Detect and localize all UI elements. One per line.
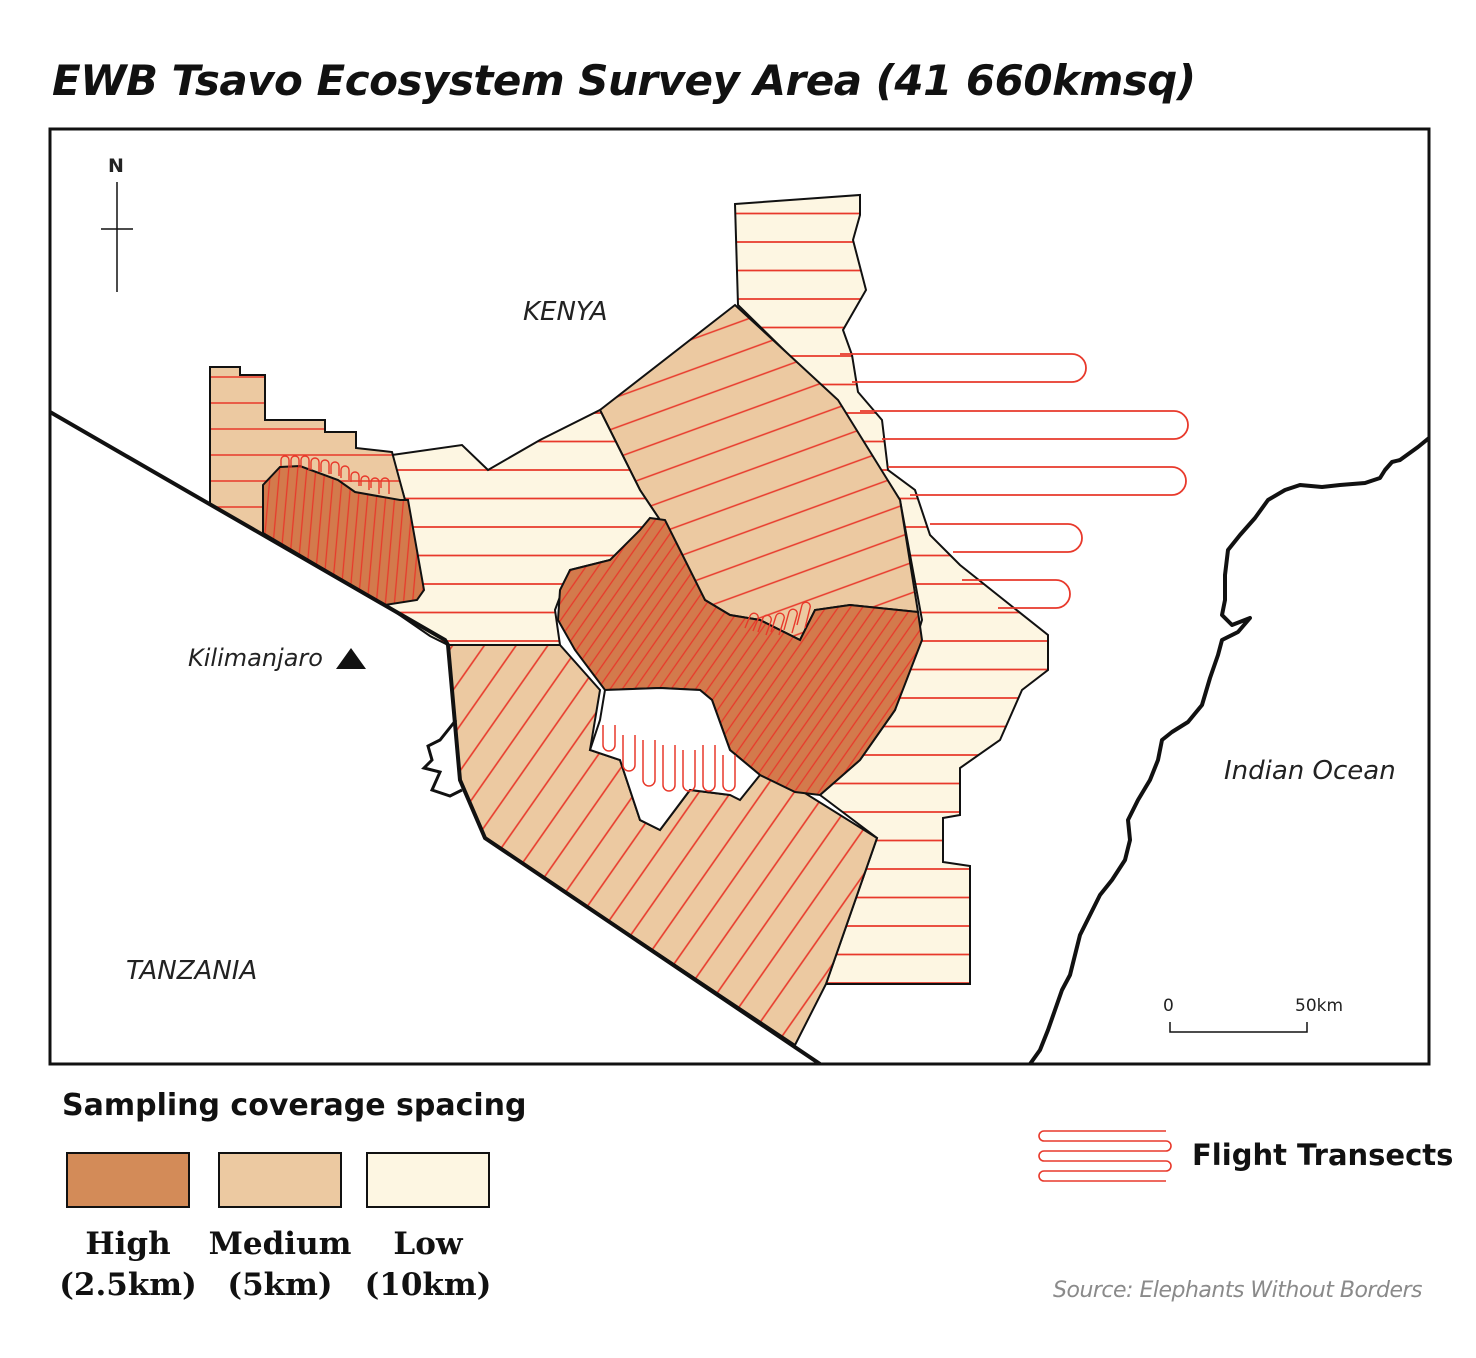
indian-ocean-label: Indian Ocean xyxy=(1224,756,1396,786)
legend-label-high: High (2.5km) xyxy=(48,1224,208,1306)
legend-label-medium: Medium (5km) xyxy=(200,1224,360,1306)
loop-transects-south xyxy=(602,725,736,792)
map-title: EWB Tsavo Ecosystem Survey Area (41 660k… xyxy=(52,56,1196,105)
flight-transects-legend-icon xyxy=(1038,1130,1172,1182)
flight-transects-label: Flight Transects xyxy=(1192,1138,1454,1172)
legend-swatch-medium xyxy=(218,1152,342,1208)
scale-end-label: 50km xyxy=(1295,996,1344,1016)
zone-high-central xyxy=(556,516,924,797)
legend-label-low: Low (10km) xyxy=(348,1224,508,1306)
north-arrow xyxy=(101,182,133,292)
flight-transects-east xyxy=(840,353,1189,609)
legend-swatch-low xyxy=(366,1152,490,1208)
kilimanjaro-label: Kilimanjaro xyxy=(188,644,323,672)
legend-high-name: High xyxy=(85,1226,171,1262)
legend-medium-spacing: (5km) xyxy=(227,1267,333,1303)
legend-low-spacing: (10km) xyxy=(364,1267,492,1303)
scale-bar xyxy=(1169,1022,1308,1033)
zone-high-west xyxy=(262,464,426,607)
legend-swatch-high xyxy=(66,1152,190,1208)
tanzania-label: TANZANIA xyxy=(126,956,258,986)
scale-start-label: 0 xyxy=(1163,996,1174,1016)
map-frame xyxy=(48,127,1431,1066)
kilimanjaro-icon xyxy=(336,648,366,669)
loop-transects-central xyxy=(744,601,811,636)
legend-low-name: Low xyxy=(393,1226,463,1262)
legend-high-spacing: (2.5km) xyxy=(59,1267,197,1303)
source-credit: Source: Elephants Without Borders xyxy=(1053,1278,1422,1303)
legend-title: Sampling coverage spacing xyxy=(62,1088,527,1123)
north-label: N xyxy=(108,155,124,177)
boundary-detail xyxy=(421,719,463,798)
coastline xyxy=(1028,436,1429,1064)
loop-transects-west xyxy=(280,455,390,494)
kenya-tanzania-border xyxy=(50,410,822,1064)
kenya-label: KENYA xyxy=(523,297,608,327)
legend-medium-name: Medium xyxy=(208,1226,352,1262)
